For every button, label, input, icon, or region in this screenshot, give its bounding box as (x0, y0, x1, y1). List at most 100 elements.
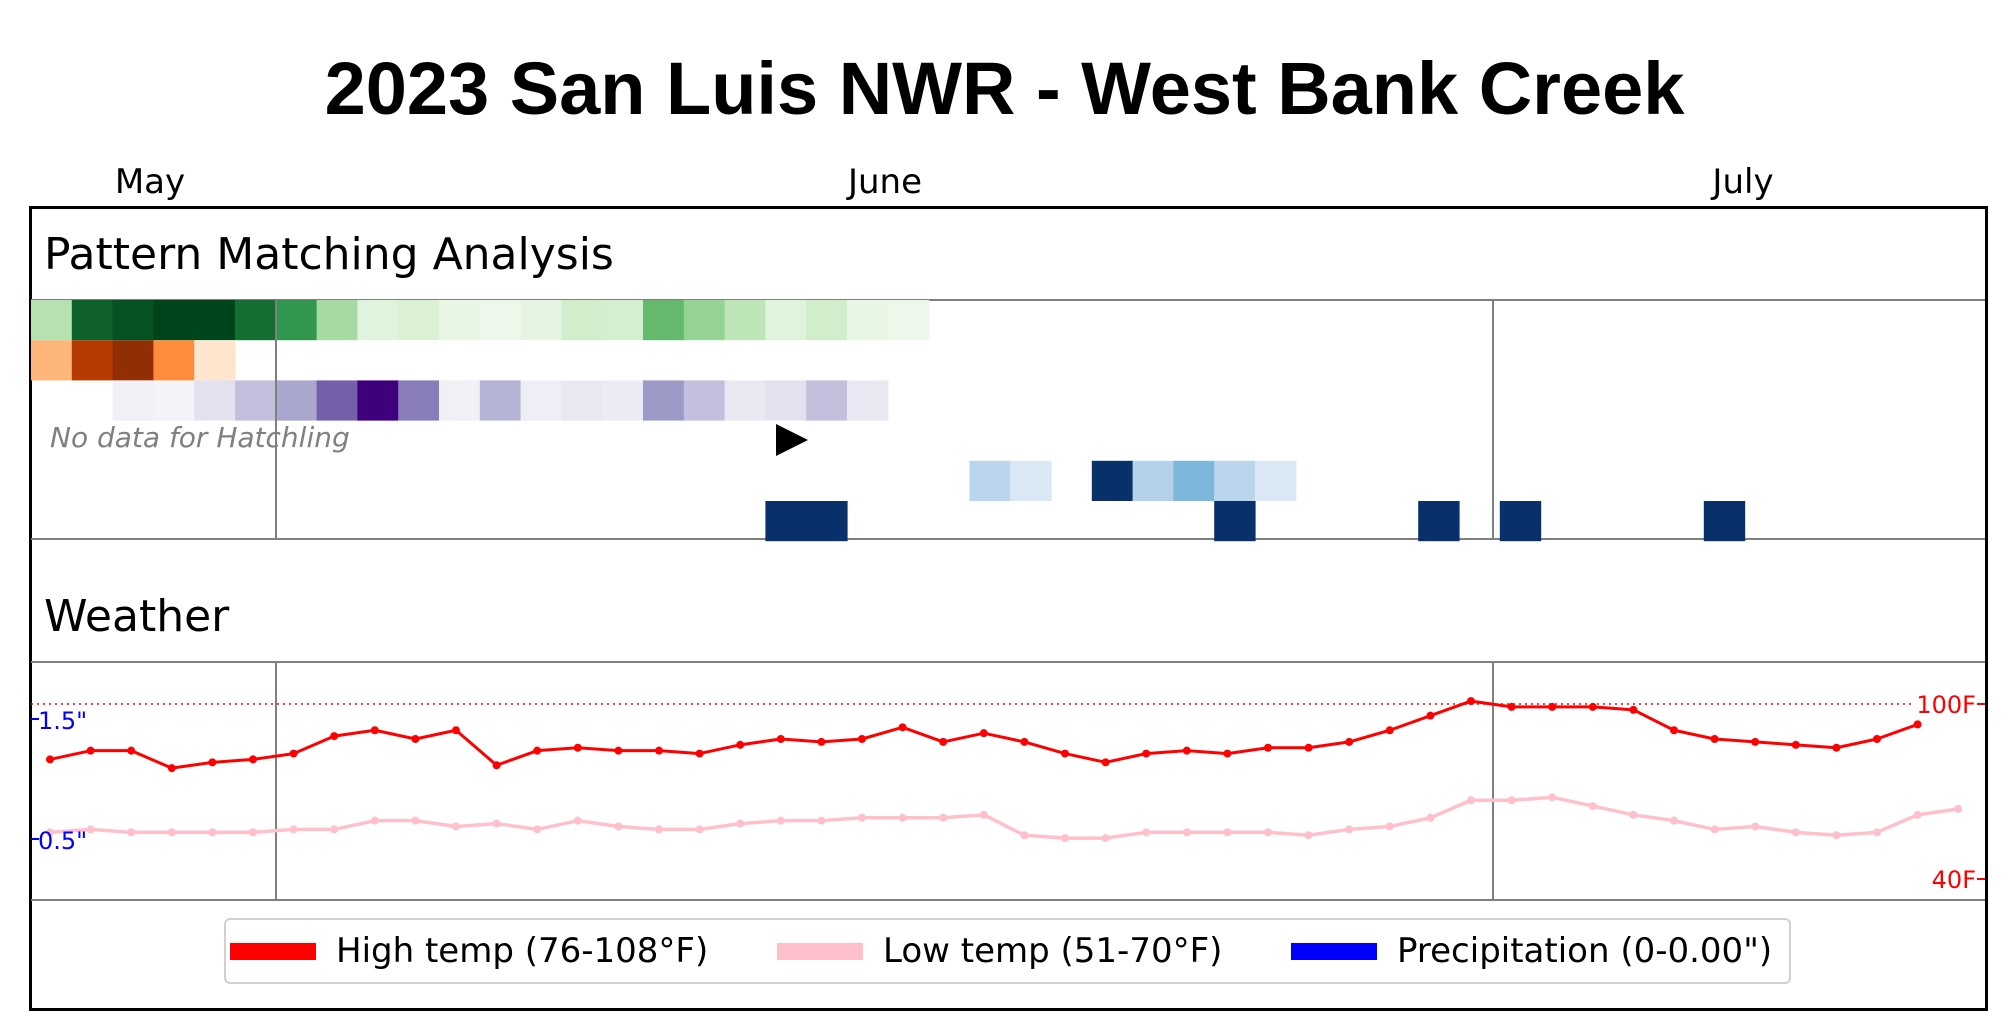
low-temp-point (492, 819, 501, 828)
low-temp-point (46, 828, 54, 837)
legend-label-low-temp: Low temp (51-70°F) (883, 931, 1223, 971)
low-temp-point (736, 819, 745, 828)
pattern-section-title: Pattern Matching Analysis (44, 229, 614, 280)
high-temp-point (1020, 737, 1029, 746)
heatmap-cell (153, 340, 195, 381)
high-temp-point (86, 746, 95, 755)
low-temp-point (452, 822, 460, 831)
high-temp-point (370, 726, 379, 735)
low-temp-point (167, 828, 176, 837)
high-temp-point (127, 746, 136, 755)
high-temp-point (1385, 726, 1394, 735)
legend: High temp (76-108°F) Low temp (51-70°F) … (224, 918, 1791, 984)
low-temp-point (1507, 796, 1516, 805)
legend-swatch-precipitation (1291, 942, 1377, 960)
heatmap-cell (683, 380, 726, 421)
high-temp-point (655, 746, 663, 755)
heatmap-cell (1255, 460, 1297, 501)
heatmap-cell (357, 300, 399, 341)
heatmap-cell (31, 300, 73, 341)
low-temp-point (1223, 828, 1232, 837)
month-label-june: June (847, 162, 923, 202)
low-temp-point (1264, 828, 1272, 837)
legend-item-precipitation: Precipitation (0-0.00") (1291, 920, 1772, 982)
high-temp-point (46, 755, 54, 764)
heatmap-cell (806, 380, 848, 421)
temp-tick-label-lower: 40F (1932, 866, 1976, 894)
high-temp-point (1873, 735, 1881, 743)
heatmap-cell (1214, 501, 1256, 542)
heatmap-cell (194, 380, 236, 421)
low-temp-point (939, 813, 948, 822)
low-temp-point (1020, 831, 1029, 840)
heatmap-cell (969, 460, 1011, 501)
high-temp-point (695, 749, 704, 758)
high-temp-point (898, 723, 907, 732)
heatmap-cell (194, 340, 236, 381)
low-temp-point (330, 825, 339, 834)
heatmap-cell (357, 380, 399, 421)
weather-section-title: Weather (44, 591, 230, 642)
heatmap-cell (479, 380, 522, 421)
high-temp-point (1426, 711, 1435, 720)
high-temp-point (979, 729, 988, 738)
low-temp-point (1629, 810, 1638, 819)
heatmap-cell (765, 501, 807, 542)
heatmap-cell (1132, 460, 1174, 501)
month-label-may: May (114, 162, 186, 202)
heatmap-cell (235, 300, 277, 341)
low-temp-point (1954, 805, 1963, 813)
high-temp-point (533, 746, 542, 755)
high-temp-point (614, 746, 623, 755)
heatmap-cell (439, 300, 481, 341)
high-temp-point (289, 749, 298, 758)
heatmap-cell (112, 300, 154, 341)
low-temp-point (208, 828, 217, 837)
heatmap-cell (561, 300, 603, 341)
heatmap-cell (887, 300, 930, 341)
low-temp-point (573, 816, 582, 825)
heatmap-cell (194, 300, 236, 341)
high-temp-point (492, 761, 501, 770)
legend-swatch-low-temp (777, 942, 863, 960)
low-temp-point (776, 816, 785, 825)
low-temp-point (1304, 831, 1313, 840)
low-temp-point (979, 810, 988, 819)
low-temp-line (49, 795, 1959, 840)
high-temp-point (736, 740, 745, 749)
heatmap-cell (561, 380, 603, 421)
high-temp-point (1588, 702, 1597, 711)
high-temp-point (573, 743, 582, 752)
low-temp-point (1751, 822, 1760, 831)
heatmap-cell (1499, 501, 1542, 542)
low-temp-point (1345, 825, 1354, 834)
high-temp-point (1670, 726, 1678, 735)
heatmap-cell (1173, 460, 1215, 501)
high-temp-point (208, 758, 217, 767)
low-temp-point (1142, 828, 1151, 837)
high-temp-point (1548, 702, 1557, 711)
low-temp-point (898, 813, 907, 822)
heatmap-cell (1214, 460, 1256, 501)
heatmap-cell (643, 300, 685, 341)
low-temp-point (655, 825, 663, 834)
chart-frame (29, 206, 1988, 1011)
low-temp-point (1467, 796, 1475, 805)
heatmap-cell (806, 501, 848, 542)
heatmap-cell (1091, 460, 1134, 501)
low-temp-point (1548, 793, 1557, 802)
heatmap-cell (602, 380, 644, 421)
heatmap-cell (520, 380, 562, 421)
heatmap-cell (847, 300, 889, 341)
low-temp-point (1101, 834, 1110, 843)
high-temp-point (1791, 740, 1800, 749)
chart-title: 2023 San Luis NWR - West Bank Creek (324, 47, 1685, 130)
legend-label-high-temp: High temp (76-108°F) (336, 931, 709, 971)
heatmap-cell (479, 300, 522, 341)
low-temp-point (858, 813, 866, 822)
low-temp-point (695, 825, 704, 834)
heatmap-cell (316, 380, 358, 421)
heatmap-cell (847, 380, 889, 421)
heatmap-cell (398, 380, 440, 421)
high-temp-point (1182, 746, 1191, 755)
